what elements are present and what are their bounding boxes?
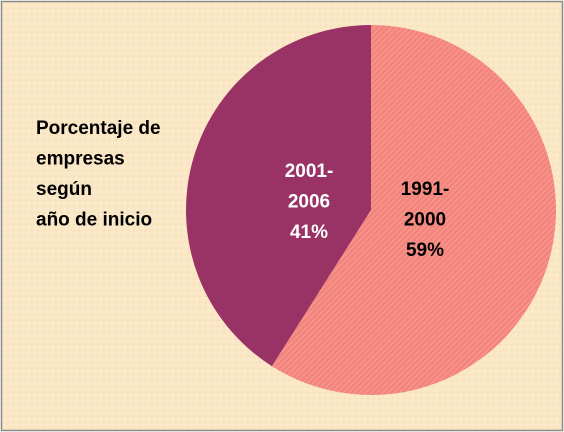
title-line: Porcentaje de [36,118,161,139]
chart-title: Porcentaje de empresas según año de inicio [36,118,161,231]
pie-slice [271,25,556,395]
title-line: año de inicio [36,210,152,231]
category-label: 1991-2000 [401,179,450,231]
pie-slice [186,25,371,367]
slice-label: 1991-2000 59% [401,179,450,261]
title-line: empresas [36,149,125,170]
category-label: 2001-2006 [285,161,334,213]
value-label: 59% [406,240,444,261]
title-line: según [36,179,92,200]
value-label: 41% [290,222,328,243]
slice-label: 2001-2006 41% [285,161,334,243]
